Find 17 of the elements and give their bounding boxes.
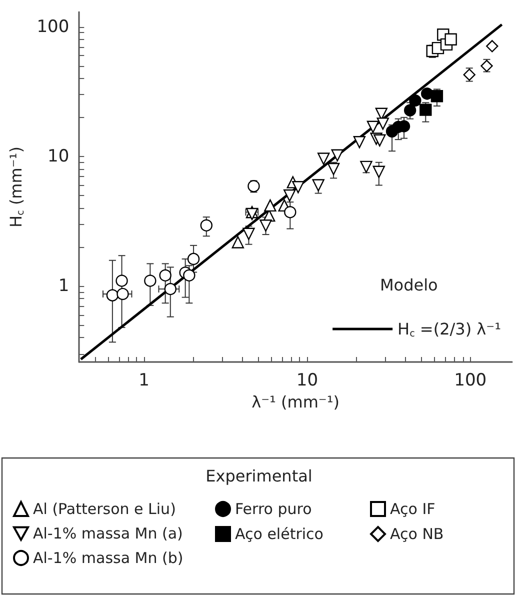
legend-label: Aço elétrico	[235, 525, 324, 543]
legend-label: Aço NB	[390, 525, 444, 543]
legend-label: Al (Patterson e Liu)	[33, 500, 176, 518]
legend-title: Experimental	[206, 466, 312, 486]
annotation: Modelo	[380, 276, 438, 294]
legend-label: Ferro puro	[235, 500, 312, 518]
x-axis-title: λ⁻¹ (mm⁻¹)	[252, 392, 340, 412]
x-tick-label: 10	[296, 370, 318, 390]
y-tick-label: 10	[48, 146, 70, 166]
legend-label: Al-1% massa Mn (a)	[33, 524, 183, 542]
legend-label: Aço IF	[390, 500, 436, 518]
legend-label: Al-1% massa Mn (b)	[33, 549, 184, 567]
y-axis-title: Hc (mm⁻¹)	[6, 146, 26, 228]
y-tick-label: 100	[36, 16, 70, 37]
y-tick-label: 1	[58, 276, 70, 296]
x-tick-label: 100	[454, 370, 487, 390]
x-tick-label: 1	[138, 370, 150, 390]
